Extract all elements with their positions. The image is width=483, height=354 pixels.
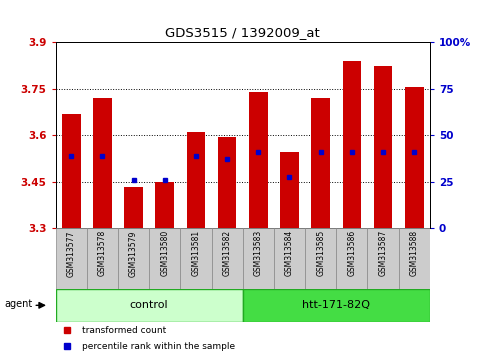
Bar [124,187,143,228]
Text: transformed count: transformed count [82,326,166,335]
Bar [62,114,81,228]
Text: percentile rank within the sample: percentile rank within the sample [82,342,235,350]
Text: GSM313580: GSM313580 [160,230,169,276]
Text: GSM313585: GSM313585 [316,230,325,276]
Bar [342,61,361,228]
Bar [312,98,330,228]
Bar [218,137,237,228]
Bar [405,87,424,228]
Bar [93,98,112,228]
Text: GSM313588: GSM313588 [410,230,419,276]
Bar [242,289,430,322]
Text: GSM313584: GSM313584 [285,230,294,276]
Bar [56,289,242,322]
Text: agent: agent [4,299,33,309]
Bar [149,228,180,289]
Text: GSM313586: GSM313586 [347,230,356,276]
Bar [274,228,305,289]
Bar [305,228,336,289]
Bar [87,228,118,289]
Text: GSM313587: GSM313587 [379,230,387,276]
Bar [249,92,268,228]
Title: GDS3515 / 1392009_at: GDS3515 / 1392009_at [165,25,320,39]
Bar [56,228,87,289]
Text: GSM313577: GSM313577 [67,230,76,276]
Text: GSM313582: GSM313582 [223,230,232,276]
Bar [212,228,242,289]
Text: GSM313581: GSM313581 [191,230,200,276]
Text: control: control [130,300,169,310]
Text: GSM313578: GSM313578 [98,230,107,276]
Bar [374,66,392,228]
Text: GSM313583: GSM313583 [254,230,263,276]
Bar [156,182,174,228]
Bar [180,228,212,289]
Bar [186,132,205,228]
Text: htt-171-82Q: htt-171-82Q [302,300,370,310]
Bar [336,228,368,289]
Bar [398,228,430,289]
Bar [118,228,149,289]
Bar [280,153,299,228]
Bar [242,228,274,289]
Bar [368,228,398,289]
Text: GSM313579: GSM313579 [129,230,138,276]
